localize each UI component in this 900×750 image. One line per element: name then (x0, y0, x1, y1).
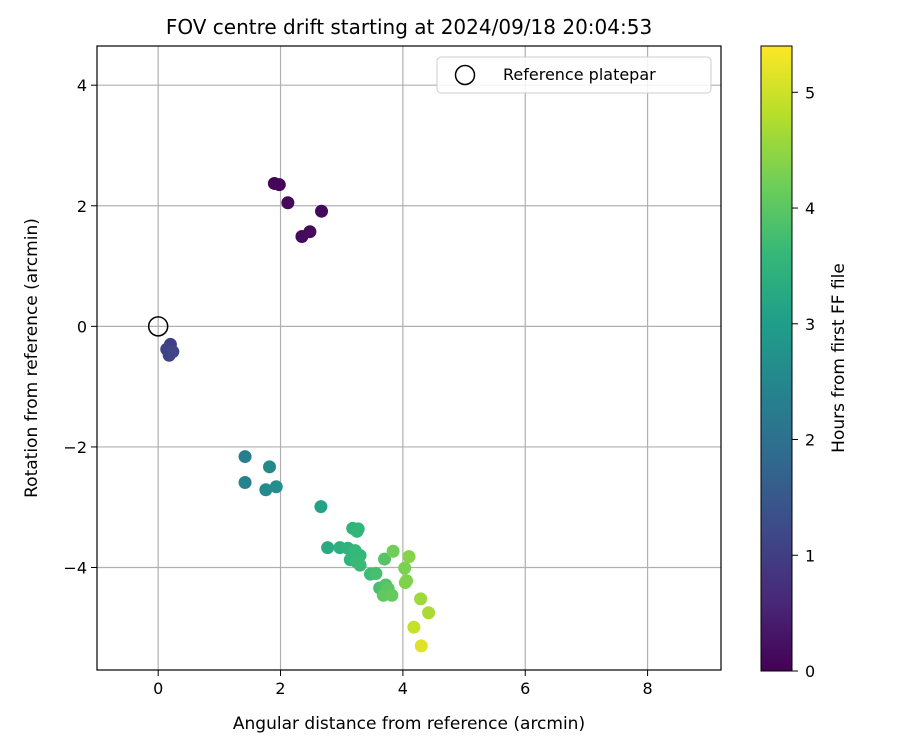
plot-frame (96, 45, 722, 671)
data-point (398, 576, 412, 590)
data-point (263, 460, 277, 474)
x-tick-label: 8 (642, 679, 652, 698)
colorbar-label: Hours from first FF file (829, 263, 849, 453)
y-tick-label: 4 (77, 76, 87, 95)
data-point (315, 204, 329, 218)
legend-label: Reference platepar (503, 65, 656, 84)
y-axis-label: Rotation from reference (arcmin) (22, 218, 42, 498)
data-point (281, 196, 295, 210)
x-tick-label: 4 (398, 679, 408, 698)
data-point (350, 524, 364, 538)
x-tick-label: 2 (275, 679, 285, 698)
colorbar-ticks: 0 1 2 3 4 5 (792, 83, 815, 681)
data-point (314, 500, 328, 514)
colorbar-tick-label: 2 (805, 431, 815, 450)
data-point (238, 450, 252, 464)
data-point (386, 544, 400, 558)
legend-marker-reference (454, 64, 476, 86)
y-tick-label: 0 (77, 317, 87, 336)
data-point (353, 558, 367, 572)
data-point (385, 588, 399, 602)
colorbar-tick-label: 4 (805, 199, 815, 218)
data-point (414, 639, 428, 653)
data-point (272, 178, 286, 192)
data-point (378, 552, 392, 566)
chart-title: FOV centre drift starting at 2024/09/18 … (166, 15, 652, 39)
data-point (398, 561, 412, 575)
reference-point-marker (147, 316, 169, 337)
data-point (407, 620, 421, 634)
data-point (414, 592, 428, 606)
colorbar-tick-label: 1 (805, 546, 815, 565)
y-axis-ticks: 4 2 0 −2 −4 (63, 76, 97, 578)
data-point (422, 606, 436, 620)
scatter-points (147, 176, 436, 653)
legend: Reference platepar (436, 56, 712, 94)
colorbar-tick-label: 0 (805, 662, 815, 681)
data-point (269, 480, 283, 494)
x-tick-label: 6 (520, 679, 530, 698)
y-tick-label: −2 (63, 438, 87, 457)
data-point (259, 483, 273, 497)
data-point (321, 541, 335, 555)
data-point (369, 567, 383, 581)
x-axis-label: Angular distance from reference (arcmin) (233, 714, 585, 734)
legend-box (436, 56, 712, 94)
data-point (238, 475, 252, 489)
x-axis-ticks: 0 2 4 6 8 (153, 670, 653, 698)
data-point (166, 345, 180, 359)
data-point (402, 550, 416, 564)
y-tick-label: −4 (63, 559, 87, 578)
y-tick-label: 2 (77, 197, 87, 216)
data-point (303, 225, 317, 239)
colorbar-tick-label: 5 (805, 83, 815, 102)
grid (97, 46, 721, 670)
colorbar (760, 45, 793, 672)
colorbar-tick-label: 3 (805, 315, 815, 334)
x-tick-label: 0 (153, 679, 163, 698)
